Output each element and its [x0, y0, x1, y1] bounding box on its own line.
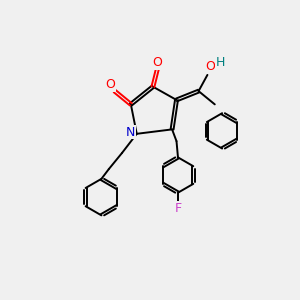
Text: O: O	[206, 60, 215, 73]
Text: N: N	[126, 126, 135, 139]
Text: F: F	[174, 202, 182, 214]
Text: O: O	[105, 78, 115, 91]
Text: O: O	[152, 56, 162, 69]
Text: H: H	[216, 56, 225, 69]
